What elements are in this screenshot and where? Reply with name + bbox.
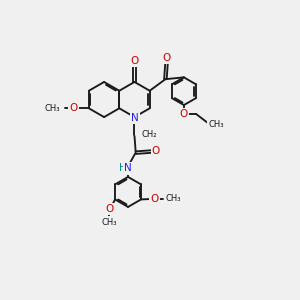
Text: N: N	[131, 113, 139, 123]
Text: CH₃: CH₃	[166, 194, 182, 203]
Text: N: N	[124, 164, 132, 173]
Text: O: O	[162, 53, 171, 63]
Text: O: O	[130, 56, 139, 66]
Text: O: O	[152, 146, 160, 157]
Text: CH₃: CH₃	[101, 218, 117, 226]
Text: O: O	[70, 103, 78, 113]
Text: CH₃: CH₃	[44, 104, 60, 113]
Text: H: H	[119, 163, 126, 173]
Text: CH₂: CH₂	[141, 130, 157, 140]
Text: O: O	[180, 109, 188, 119]
Text: O: O	[151, 194, 159, 204]
Text: O: O	[105, 204, 113, 214]
Text: CH₃: CH₃	[208, 120, 224, 129]
